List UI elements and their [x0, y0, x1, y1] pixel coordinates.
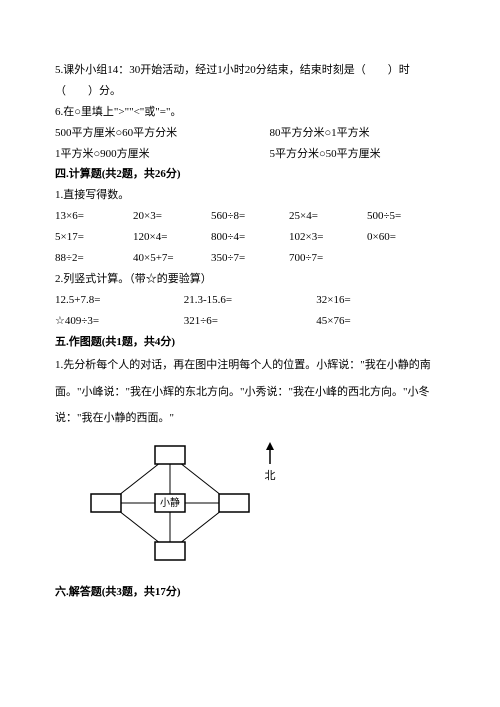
page-content: 5.课外小组14：30开始活动，经过1小时20分结束，结束时刻是（ ）时（ ）分…	[0, 0, 500, 633]
question-6: 6.在○里填上">""<"或"="。	[55, 102, 445, 123]
comparison-row-1: 500平方厘米○60平方分米 80平方分米○1平方米	[55, 123, 445, 144]
calc-cell: 700÷7=	[289, 248, 367, 269]
comp-2a: 1平方米○900方厘米	[55, 144, 150, 165]
north-indicator: 北	[263, 442, 277, 487]
calc-cell: 500÷5=	[367, 206, 445, 227]
calc-cell: 102×3=	[289, 227, 367, 248]
north-arrow-icon	[263, 442, 277, 466]
calc-cell: 120×4=	[133, 227, 211, 248]
vcalc-cell: 45×76=	[316, 311, 445, 332]
vcalc-cell: 21.3-15.6=	[184, 290, 317, 311]
diagram-wrap: 小静 北	[85, 438, 445, 568]
calc-cell: 0×60=	[367, 227, 445, 248]
section-5-q1: 1.先分析每个人的对话，再在图中注明每个人的位置。小辉说："我在小静的南面。"小…	[55, 352, 445, 431]
center-label: 小静	[160, 496, 180, 509]
section-6-title: 六.解答题(共3题，共17分)	[55, 582, 445, 603]
calc-row-1: 13×6= 20×3= 560÷8= 25×4= 500÷5=	[55, 206, 445, 227]
calc-cell: 25×4=	[289, 206, 367, 227]
calc-cell: 800÷4=	[211, 227, 289, 248]
section-4-title: 四.计算题(共2题，共26分)	[55, 164, 445, 185]
calc-cell: 350÷7=	[211, 248, 289, 269]
calc-cell: 20×3=	[133, 206, 211, 227]
calc-cell: 40×5+7=	[133, 248, 211, 269]
comp-1b: 80平方分米○1平方米	[270, 123, 446, 144]
section-4-q2: 2.列竖式计算。（带☆的要验算）	[55, 269, 445, 290]
vcalc-cell: ☆409÷3=	[55, 311, 184, 332]
calc-cell: 88÷2=	[55, 248, 133, 269]
section-5-title: 五.作图题(共1题，共4分)	[55, 332, 445, 353]
calc-row-3: 88÷2= 40×5+7= 350÷7= 700÷7=	[55, 248, 445, 269]
position-diagram: 小静	[85, 438, 255, 568]
comp-2b: 5平方分米○50平方厘米	[270, 144, 446, 165]
vcalc-cell: 12.5+7.8=	[55, 290, 184, 311]
section-4-q1: 1.直接写得数。	[55, 185, 445, 206]
question-5: 5.课外小组14：30开始活动，经过1小时20分结束，结束时刻是（ ）时（ ）分…	[55, 60, 445, 102]
vcalc-row-1: 12.5+7.8= 21.3-15.6= 32×16=	[55, 290, 445, 311]
calc-cell: 560÷8=	[211, 206, 289, 227]
calc-cell: 13×6=	[55, 206, 133, 227]
north-label: 北	[265, 466, 276, 487]
vcalc-row-2: ☆409÷3= 321÷6= 45×76=	[55, 311, 445, 332]
vcalc-cell: 32×16=	[316, 290, 445, 311]
calc-cell: 5×17=	[55, 227, 133, 248]
calc-row-2: 5×17= 120×4= 800÷4= 102×3= 0×60=	[55, 227, 445, 248]
vcalc-cell: 321÷6=	[184, 311, 317, 332]
comparison-row-2: 1平方米○900方厘米 5平方分米○50平方厘米	[55, 144, 445, 165]
calc-cell	[367, 248, 445, 269]
comp-1a: 500平方厘米○60平方分米	[55, 123, 177, 144]
